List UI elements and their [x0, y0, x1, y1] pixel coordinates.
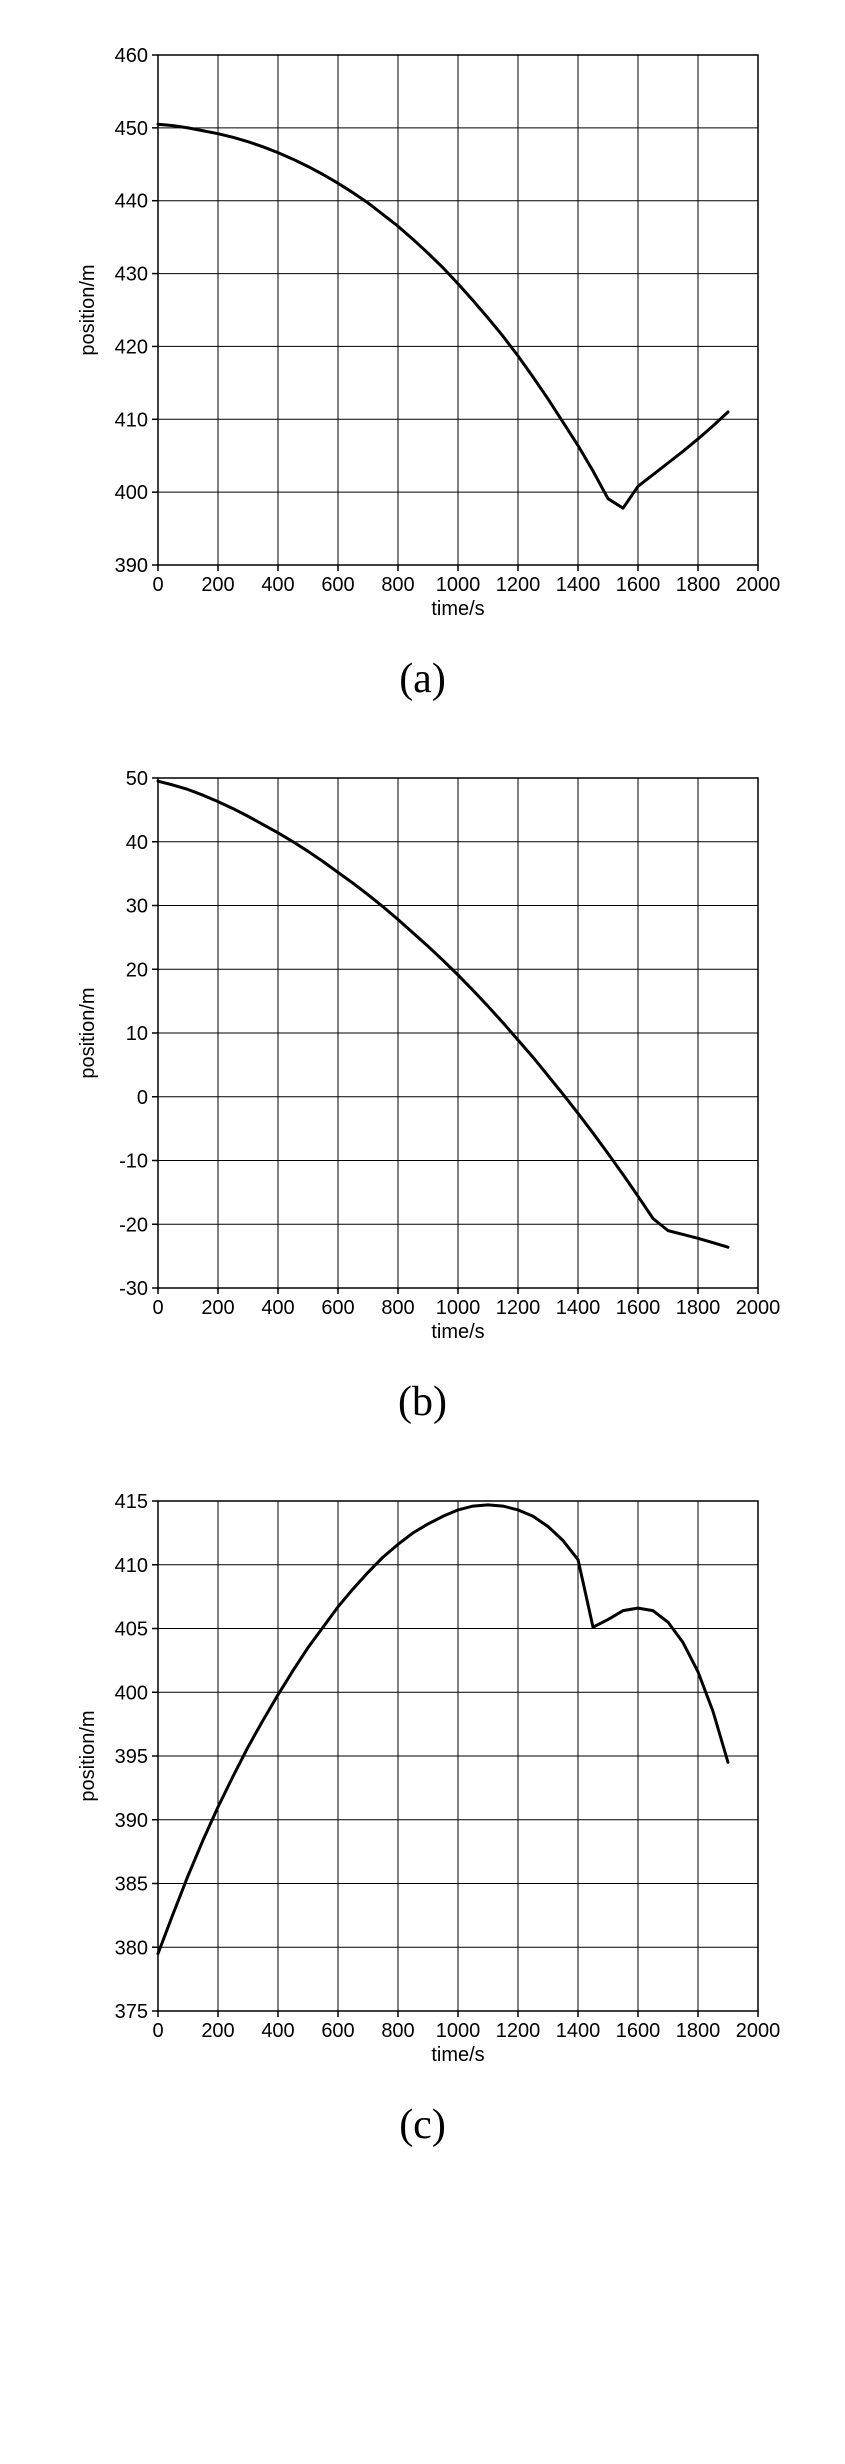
- svg-text:375: 375: [114, 2001, 147, 2023]
- svg-text:30: 30: [125, 896, 147, 918]
- chart-block-b: 0200400600800100012001400160018002000-30…: [0, 763, 845, 1426]
- svg-text:400: 400: [261, 2020, 294, 2042]
- panel-label-c: (c): [399, 2101, 446, 2149]
- svg-text:385: 385: [114, 1874, 147, 1896]
- svg-text:position/m: position/m: [77, 987, 99, 1078]
- svg-text:200: 200: [201, 1297, 234, 1319]
- svg-text:position/m: position/m: [77, 264, 99, 355]
- svg-text:600: 600: [321, 1297, 354, 1319]
- svg-text:2000: 2000: [735, 574, 780, 596]
- svg-text:450: 450: [114, 118, 147, 140]
- svg-text:1000: 1000: [435, 1297, 480, 1319]
- svg-text:200: 200: [201, 2020, 234, 2042]
- panel-label-b: (b): [398, 1378, 447, 1426]
- svg-text:390: 390: [114, 1810, 147, 1832]
- svg-text:0: 0: [152, 574, 163, 596]
- svg-text:410: 410: [114, 409, 147, 431]
- chart-c: 0 200 400 600 800 1000 1200 1400 1600 1800 2000 375…: [63, 1486, 783, 2071]
- svg-text:395: 395: [114, 1746, 147, 1768]
- svg-text:400: 400: [114, 482, 147, 504]
- svg-text:1600: 1600: [615, 1297, 660, 1319]
- svg-text:405: 405: [114, 1619, 147, 1641]
- svg-text:440: 440: [114, 191, 147, 213]
- svg-text:time/s: time/s: [431, 1321, 484, 1343]
- svg-text:400: 400: [261, 1297, 294, 1319]
- svg-text:1800: 1800: [675, 574, 720, 596]
- svg-text:-20: -20: [119, 1214, 148, 1236]
- svg-text:0: 0: [136, 1087, 147, 1109]
- svg-text:1200: 1200: [495, 2020, 540, 2042]
- svg-text:position/m: position/m: [77, 1710, 99, 1801]
- panel-label-a: (a): [399, 655, 446, 703]
- svg-text:1400: 1400: [555, 2020, 600, 2042]
- svg-text:1400: 1400: [555, 1297, 600, 1319]
- chart-a: 0 200 400 600 800 1000 1200 1400 1600 1800 2000 390…: [63, 40, 783, 625]
- svg-text:390: 390: [114, 555, 147, 577]
- svg-text:420: 420: [114, 336, 147, 358]
- svg-text:400: 400: [261, 574, 294, 596]
- svg-text:460: 460: [114, 45, 147, 67]
- svg-text:50: 50: [125, 768, 147, 790]
- svg-text:380: 380: [114, 1937, 147, 1959]
- svg-text:0: 0: [152, 1297, 163, 1319]
- svg-text:time/s: time/s: [431, 2044, 484, 2066]
- svg-text:800: 800: [381, 2020, 414, 2042]
- svg-text:800: 800: [381, 574, 414, 596]
- svg-text:415: 415: [114, 1491, 147, 1513]
- svg-text:40: 40: [125, 832, 147, 854]
- svg-text:1400: 1400: [555, 574, 600, 596]
- svg-text:400: 400: [114, 1682, 147, 1704]
- svg-text:20: 20: [125, 959, 147, 981]
- svg-text:600: 600: [321, 574, 354, 596]
- svg-text:800: 800: [381, 1297, 414, 1319]
- svg-text:410: 410: [114, 1555, 147, 1577]
- svg-text:2000: 2000: [735, 2020, 780, 2042]
- svg-text:1200: 1200: [495, 1297, 540, 1319]
- svg-text:1800: 1800: [675, 2020, 720, 2042]
- svg-text:2000: 2000: [735, 1297, 780, 1319]
- svg-text:10: 10: [125, 1023, 147, 1045]
- svg-text:1000: 1000: [435, 574, 480, 596]
- svg-text:1200: 1200: [495, 574, 540, 596]
- svg-text:1000: 1000: [435, 2020, 480, 2042]
- svg-text:430: 430: [114, 264, 147, 286]
- svg-text:600: 600: [321, 2020, 354, 2042]
- svg-text:200: 200: [201, 574, 234, 596]
- svg-text:time/s: time/s: [431, 598, 484, 620]
- page-root: 0200400600800100012001400160018002000390…: [0, 0, 845, 2209]
- chart-block-c: 0 200 400 600 800 1000 1200 1400 1600 1800 2000 375…: [0, 1486, 845, 2149]
- svg-text:1600: 1600: [615, 2020, 660, 2042]
- svg-text:-30: -30: [119, 1278, 148, 1300]
- svg-text:1600: 1600: [615, 574, 660, 596]
- svg-text:0: 0: [152, 2020, 163, 2042]
- svg-text:-10: -10: [119, 1151, 148, 1173]
- chart-block-a: 0 200 400 600 800 1000 1200 1400 1600 1800 2000 390…: [0, 40, 845, 703]
- svg-text:1800: 1800: [675, 1297, 720, 1319]
- chart-b: 0200400600800100012001400160018002000-30…: [63, 763, 783, 1348]
